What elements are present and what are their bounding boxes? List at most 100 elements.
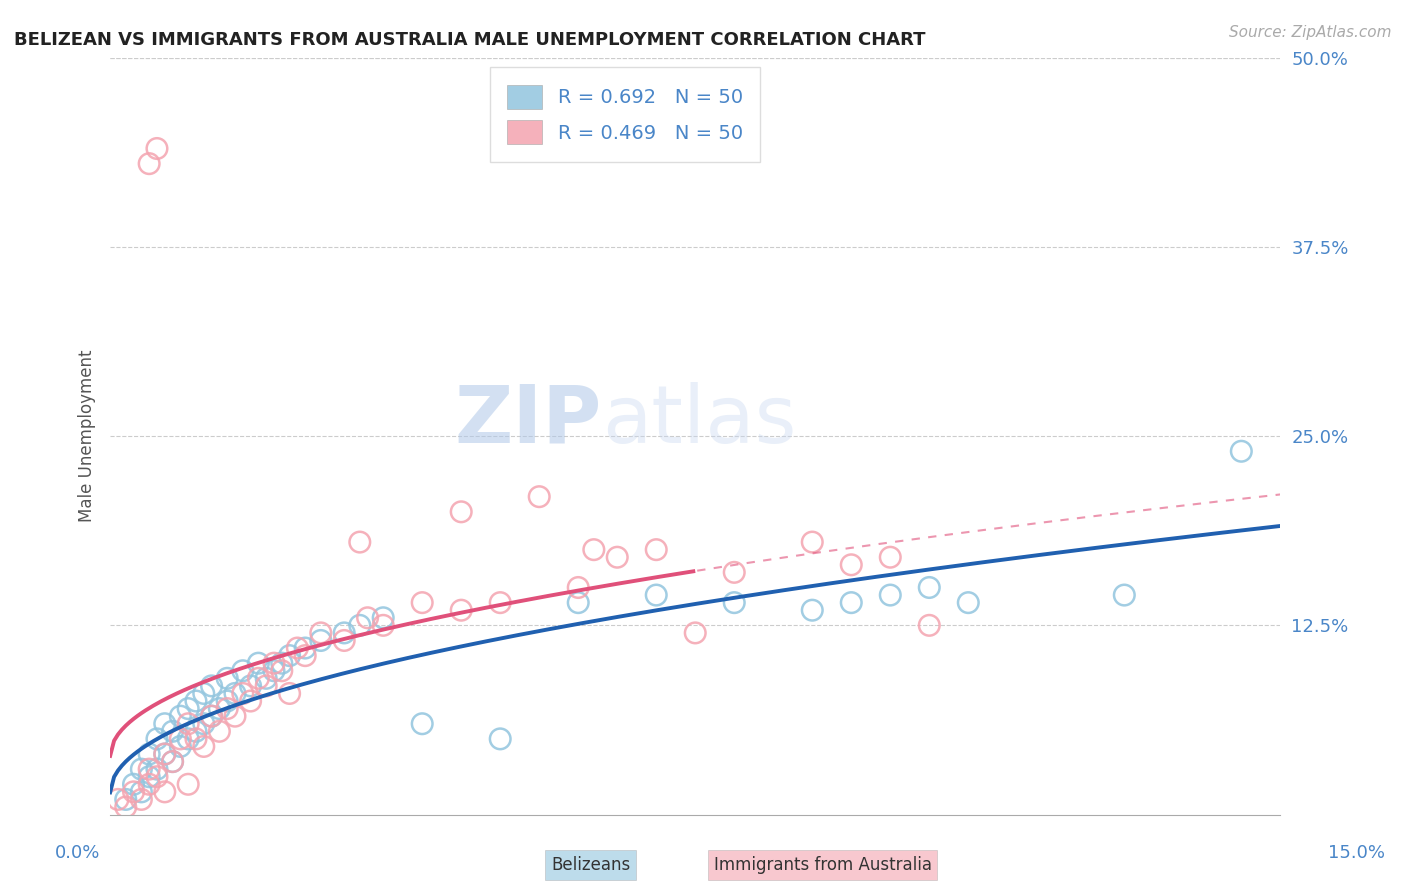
Point (232, 664, 254, 678)
Point (270, 664, 292, 678)
Point (263, 656, 285, 670)
Point (217, 701, 239, 715)
Point (247, 656, 270, 670)
Point (839, 596, 862, 610)
Point (138, 156, 160, 170)
Point (333, 626, 356, 640)
Y-axis label: Male Unemployment: Male Unemployment (79, 350, 96, 523)
Point (217, 694, 239, 708)
Point (169, 739, 191, 754)
Point (309, 626, 332, 640)
Point (723, 596, 745, 610)
Point (217, 671, 239, 685)
Point (254, 671, 277, 685)
Point (153, 747, 176, 761)
Point (356, 611, 378, 625)
Point (239, 679, 262, 693)
Point (107, 792, 129, 806)
Point (208, 724, 231, 739)
Point (169, 731, 191, 746)
Point (162, 755, 184, 769)
Point (247, 671, 270, 685)
Point (839, 558, 862, 572)
Point (146, 770, 169, 784)
Point (193, 686, 215, 700)
Text: BELIZEAN VS IMMIGRANTS FROM AUSTRALIA MALE UNEMPLOYMENT CORRELATION CHART: BELIZEAN VS IMMIGRANTS FROM AUSTRALIA MA… (14, 31, 925, 49)
Point (582, 542, 605, 557)
Text: Belizeans: Belizeans (551, 855, 630, 873)
Point (224, 709, 246, 723)
Point (177, 731, 200, 746)
Point (184, 724, 207, 739)
Point (957, 596, 980, 610)
Point (294, 648, 316, 663)
Point (918, 581, 941, 595)
Text: 0.0%: 0.0% (55, 844, 100, 862)
Point (184, 694, 207, 708)
Legend: R = 0.692   N = 50, R = 0.469   N = 50: R = 0.692 N = 50, R = 0.469 N = 50 (489, 68, 761, 161)
Point (489, 731, 512, 746)
Point (411, 596, 433, 610)
Point (373, 618, 395, 632)
Point (146, 731, 169, 746)
Point (278, 648, 301, 663)
Point (122, 785, 145, 799)
Point (131, 762, 153, 776)
Point (122, 777, 145, 791)
Point (184, 731, 207, 746)
Text: Source: ZipAtlas.com: Source: ZipAtlas.com (1229, 25, 1392, 40)
Point (683, 626, 706, 640)
Point (232, 686, 254, 700)
Point (193, 716, 215, 731)
Point (131, 785, 153, 799)
Point (333, 633, 356, 648)
Point (208, 701, 231, 715)
Point (567, 581, 589, 595)
Point (373, 611, 395, 625)
Point (450, 505, 472, 519)
Point (270, 656, 292, 670)
Point (153, 716, 176, 731)
Point (200, 709, 222, 723)
Text: ZIP: ZIP (454, 382, 602, 460)
Point (879, 588, 901, 602)
Point (114, 800, 136, 814)
Point (162, 755, 184, 769)
Point (411, 716, 433, 731)
Point (645, 542, 668, 557)
Point (309, 633, 332, 648)
Point (263, 664, 285, 678)
Point (239, 694, 262, 708)
Point (450, 603, 472, 617)
Point (131, 792, 153, 806)
Point (177, 716, 200, 731)
Point (169, 709, 191, 723)
Point (723, 566, 745, 580)
Text: atlas: atlas (602, 382, 796, 460)
Point (146, 141, 169, 155)
Point (146, 762, 169, 776)
Point (177, 777, 200, 791)
Point (349, 618, 371, 632)
Point (801, 603, 824, 617)
Text: 15.0%: 15.0% (1329, 844, 1385, 862)
Point (801, 535, 824, 549)
Point (200, 709, 222, 723)
Point (567, 596, 589, 610)
Point (153, 747, 176, 761)
Point (177, 701, 200, 715)
Text: Immigrants from Australia: Immigrants from Australia (713, 855, 932, 873)
Point (287, 641, 309, 656)
Point (1230, 444, 1253, 458)
Point (529, 490, 551, 504)
Point (153, 785, 176, 799)
Point (489, 596, 512, 610)
Point (645, 588, 668, 602)
Point (254, 679, 277, 693)
Point (200, 679, 222, 693)
Point (138, 762, 160, 776)
Point (138, 770, 160, 784)
Point (278, 686, 301, 700)
Point (114, 792, 136, 806)
Point (224, 686, 246, 700)
